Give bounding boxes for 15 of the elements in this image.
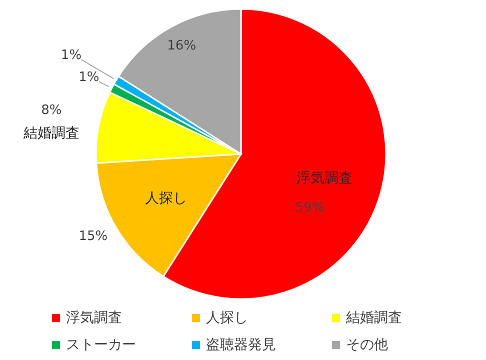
- legend-label: その他: [346, 337, 388, 353]
- data-label: 16%: [167, 38, 196, 54]
- slice-label: 結婚調査: [22, 126, 80, 142]
- data-label: 8%: [41, 103, 62, 118]
- data-label: 1%: [78, 70, 100, 86]
- legend-label: 盗聴器発見: [206, 337, 276, 353]
- legend-label: 人探し: [206, 310, 248, 326]
- data-label: 1%: [60, 48, 82, 64]
- slice-label: 人探し: [145, 190, 188, 206]
- data-label: 59%: [295, 200, 324, 216]
- data-label: 15%: [78, 229, 108, 244]
- legend-label: ストーカー: [66, 337, 136, 353]
- slice-label: 浮気調査: [296, 170, 353, 186]
- legend-label: 浮気調査: [66, 310, 122, 326]
- legend-label: 結婚調査: [345, 310, 402, 326]
